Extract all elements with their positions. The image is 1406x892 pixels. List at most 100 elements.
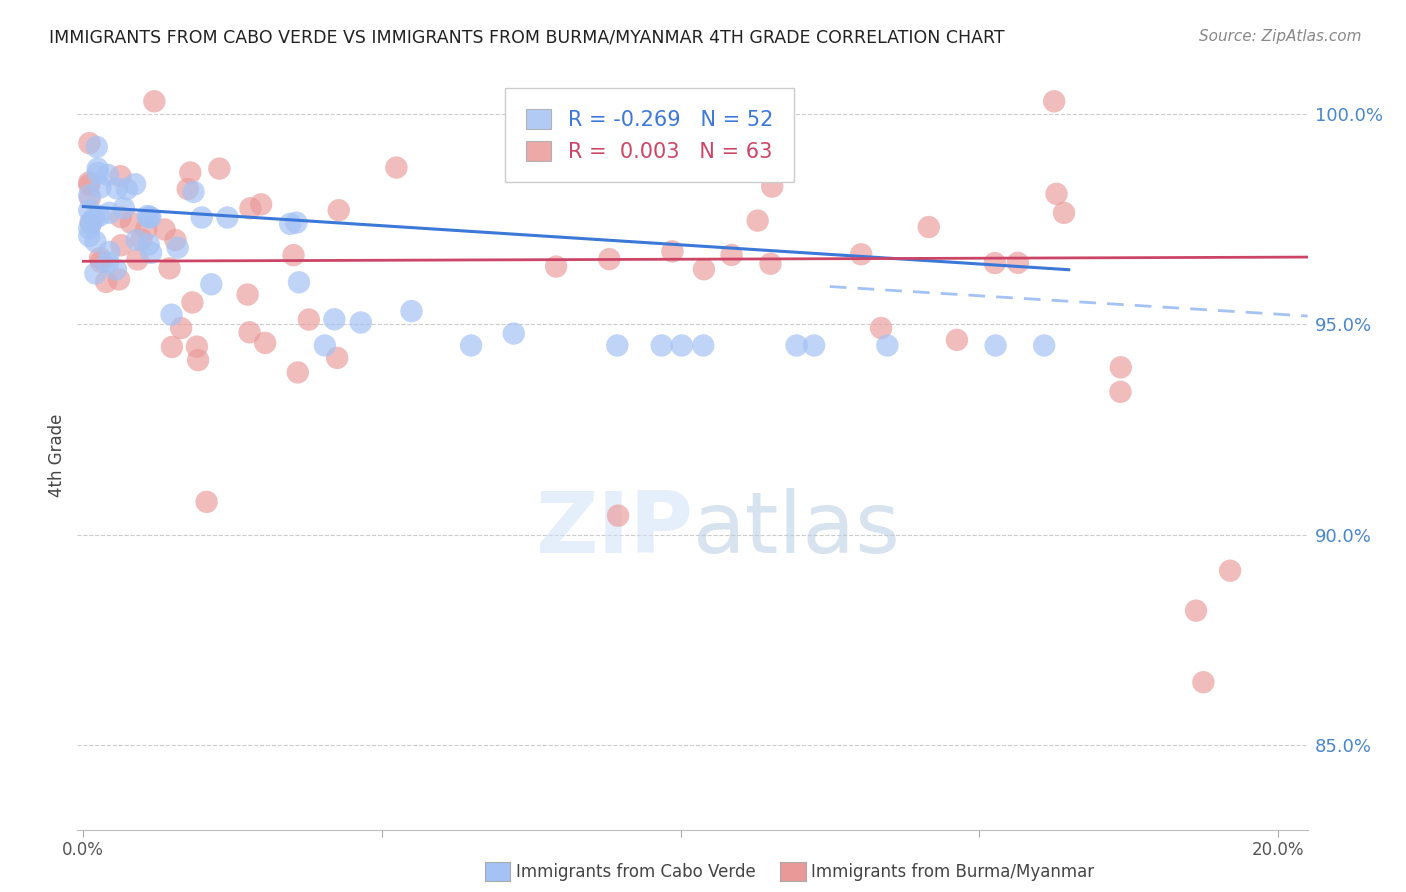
Point bbox=[124, 178, 146, 192]
Point bbox=[401, 304, 423, 318]
Point bbox=[96, 275, 118, 289]
Point bbox=[984, 256, 1007, 270]
Point bbox=[598, 252, 620, 267]
Point bbox=[217, 211, 239, 225]
Point bbox=[651, 338, 673, 352]
Legend: R = -0.269   N = 52, R =  0.003   N = 63: R = -0.269 N = 52, R = 0.003 N = 63 bbox=[512, 95, 787, 177]
Point bbox=[323, 312, 346, 326]
Point bbox=[143, 95, 166, 109]
Point bbox=[186, 340, 208, 354]
Text: Source: ZipAtlas.com: Source: ZipAtlas.com bbox=[1198, 29, 1361, 44]
Point bbox=[135, 222, 157, 236]
Text: atlas: atlas bbox=[693, 488, 900, 572]
Point bbox=[287, 366, 309, 380]
Point bbox=[127, 252, 149, 267]
Point bbox=[139, 245, 162, 260]
Point bbox=[110, 169, 132, 184]
Point bbox=[97, 168, 120, 182]
Point bbox=[179, 165, 201, 179]
Point bbox=[747, 213, 769, 227]
Point bbox=[285, 216, 308, 230]
Point bbox=[607, 508, 630, 523]
Point bbox=[160, 340, 183, 354]
Point bbox=[759, 257, 782, 271]
Point bbox=[546, 260, 568, 274]
Point bbox=[761, 179, 783, 194]
Point bbox=[84, 267, 107, 281]
Point bbox=[79, 191, 101, 205]
Text: Immigrants from Cabo Verde: Immigrants from Cabo Verde bbox=[516, 863, 756, 881]
Point bbox=[131, 232, 153, 246]
Point bbox=[803, 338, 825, 352]
Point bbox=[1192, 675, 1215, 690]
Point bbox=[1007, 256, 1029, 270]
Point bbox=[112, 201, 135, 215]
Point bbox=[77, 178, 100, 192]
Point bbox=[115, 182, 138, 196]
Point bbox=[181, 295, 204, 310]
Point bbox=[918, 220, 941, 235]
Point bbox=[671, 338, 693, 352]
Point bbox=[250, 197, 273, 211]
Point bbox=[86, 161, 108, 176]
Point bbox=[77, 175, 100, 189]
Point bbox=[187, 353, 209, 368]
Point bbox=[1185, 604, 1208, 618]
Point bbox=[692, 338, 714, 352]
Point bbox=[105, 262, 128, 277]
Point bbox=[159, 261, 181, 276]
Point bbox=[1109, 360, 1132, 375]
Point bbox=[328, 203, 350, 218]
Point bbox=[238, 326, 260, 340]
Point bbox=[77, 221, 100, 235]
Point bbox=[298, 312, 321, 326]
Point bbox=[1109, 384, 1132, 399]
Point bbox=[606, 338, 628, 352]
Point bbox=[77, 188, 100, 202]
Point bbox=[208, 161, 231, 176]
Point bbox=[98, 244, 121, 259]
Text: ZIP: ZIP bbox=[534, 488, 693, 572]
Point bbox=[83, 211, 105, 226]
Point bbox=[160, 308, 183, 322]
Point bbox=[87, 166, 110, 180]
Point bbox=[190, 211, 212, 225]
Point bbox=[720, 248, 742, 262]
Point bbox=[79, 136, 101, 150]
Point bbox=[236, 287, 259, 301]
Point bbox=[89, 251, 111, 265]
Point bbox=[89, 180, 111, 194]
Point bbox=[120, 216, 142, 230]
Point bbox=[177, 182, 200, 196]
Point bbox=[89, 209, 111, 223]
Point bbox=[80, 216, 103, 230]
Point bbox=[138, 237, 160, 252]
Point bbox=[86, 140, 108, 154]
Point bbox=[77, 229, 100, 244]
Point bbox=[84, 235, 107, 249]
Point bbox=[1043, 95, 1066, 109]
Y-axis label: 4th Grade: 4th Grade bbox=[48, 413, 66, 497]
Point bbox=[1033, 338, 1056, 352]
Point bbox=[283, 248, 305, 262]
Point bbox=[77, 203, 100, 218]
Point bbox=[138, 211, 160, 225]
Point bbox=[166, 241, 188, 255]
Point bbox=[153, 222, 176, 236]
Point bbox=[108, 272, 131, 286]
Point bbox=[200, 277, 222, 292]
Point bbox=[97, 255, 120, 269]
Point bbox=[946, 333, 969, 347]
Point bbox=[876, 338, 898, 352]
Point bbox=[870, 321, 893, 335]
Point bbox=[984, 338, 1007, 352]
Point bbox=[239, 201, 262, 215]
Point bbox=[139, 210, 162, 224]
Point bbox=[98, 206, 121, 220]
Point bbox=[288, 275, 311, 289]
Point bbox=[90, 255, 112, 269]
Point bbox=[170, 321, 193, 335]
Point bbox=[195, 495, 218, 509]
Point bbox=[79, 215, 101, 229]
Text: IMMIGRANTS FROM CABO VERDE VS IMMIGRANTS FROM BURMA/MYANMAR 4TH GRADE CORRELATIO: IMMIGRANTS FROM CABO VERDE VS IMMIGRANTS… bbox=[49, 29, 1005, 46]
